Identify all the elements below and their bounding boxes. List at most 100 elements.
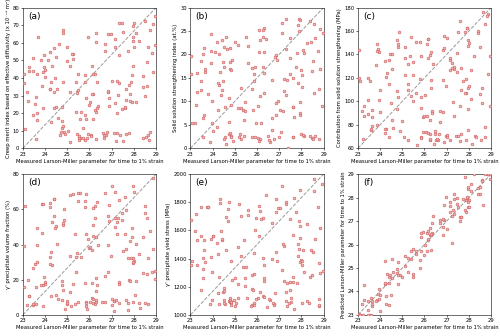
- Point: [358, 301, 366, 306]
- Point: [130, 189, 138, 194]
- Point: [36, 282, 44, 288]
- Point: [388, 51, 396, 56]
- Point: [316, 225, 324, 231]
- Point: [466, 83, 473, 89]
- Point: [190, 228, 198, 234]
- Y-axis label: Contribution from solid solution strengthening (MPa): Contribution from solid solution strengt…: [337, 8, 342, 147]
- Point: [53, 86, 61, 92]
- Point: [393, 88, 401, 93]
- Point: [304, 299, 312, 304]
- Point: [464, 186, 472, 192]
- Point: [462, 197, 470, 203]
- Point: [234, 202, 242, 207]
- Point: [364, 111, 372, 116]
- Point: [206, 31, 214, 37]
- Point: [76, 191, 84, 196]
- Point: [272, 258, 280, 263]
- Point: [360, 297, 368, 302]
- Point: [105, 219, 113, 224]
- Point: [426, 53, 434, 58]
- Point: [200, 112, 208, 117]
- Point: [88, 247, 96, 253]
- Point: [280, 244, 288, 249]
- Point: [462, 175, 469, 180]
- Point: [457, 214, 465, 219]
- Point: [244, 60, 252, 66]
- Point: [310, 21, 318, 27]
- Point: [388, 276, 396, 281]
- Point: [373, 123, 381, 128]
- Point: [387, 100, 395, 106]
- Point: [40, 69, 48, 74]
- Point: [52, 225, 60, 230]
- Point: [272, 112, 280, 117]
- Point: [207, 254, 215, 259]
- Point: [220, 104, 228, 109]
- Point: [448, 213, 456, 219]
- Point: [316, 261, 324, 266]
- Point: [255, 203, 263, 209]
- Point: [452, 133, 460, 139]
- Point: [256, 290, 264, 295]
- Point: [450, 65, 458, 70]
- Point: [470, 53, 478, 58]
- Point: [92, 283, 100, 288]
- Point: [88, 91, 96, 96]
- Point: [412, 248, 420, 254]
- Point: [484, 72, 492, 77]
- Point: [306, 275, 314, 280]
- Point: [482, 21, 490, 27]
- Point: [450, 67, 458, 72]
- Text: (e): (e): [196, 178, 208, 187]
- Point: [428, 220, 436, 225]
- Point: [298, 72, 306, 78]
- Point: [122, 297, 130, 303]
- Point: [218, 228, 226, 233]
- Point: [284, 145, 292, 151]
- Point: [104, 89, 112, 94]
- Point: [285, 300, 293, 305]
- Point: [24, 98, 32, 103]
- Point: [310, 133, 318, 139]
- Point: [122, 195, 130, 200]
- Point: [303, 41, 311, 46]
- Point: [219, 290, 227, 295]
- Point: [454, 204, 462, 210]
- Point: [356, 78, 364, 84]
- Point: [199, 51, 207, 56]
- Point: [458, 87, 466, 93]
- Point: [476, 191, 484, 197]
- Point: [33, 225, 41, 230]
- Point: [394, 281, 402, 286]
- Point: [116, 52, 124, 57]
- Point: [446, 56, 454, 61]
- Point: [200, 248, 208, 253]
- Point: [416, 234, 424, 239]
- Point: [196, 78, 204, 83]
- Point: [88, 72, 96, 77]
- Point: [88, 205, 96, 211]
- Point: [272, 100, 280, 106]
- Point: [388, 117, 396, 122]
- Point: [280, 88, 288, 94]
- Point: [199, 276, 207, 281]
- Point: [287, 300, 295, 305]
- Point: [263, 304, 271, 309]
- Point: [412, 39, 420, 44]
- Point: [416, 265, 424, 270]
- Point: [236, 214, 244, 219]
- Point: [440, 33, 448, 39]
- Point: [290, 114, 298, 120]
- X-axis label: Measured Larson-Miller parameter for time to 1% strain: Measured Larson-Miller parameter for tim…: [350, 326, 498, 330]
- Point: [124, 48, 132, 54]
- Point: [113, 219, 121, 224]
- Point: [148, 50, 156, 56]
- Point: [226, 45, 234, 51]
- Point: [356, 312, 364, 318]
- Point: [472, 134, 480, 140]
- Point: [250, 71, 258, 76]
- Point: [250, 271, 258, 277]
- Point: [188, 53, 196, 59]
- Point: [308, 68, 316, 73]
- Point: [151, 42, 159, 47]
